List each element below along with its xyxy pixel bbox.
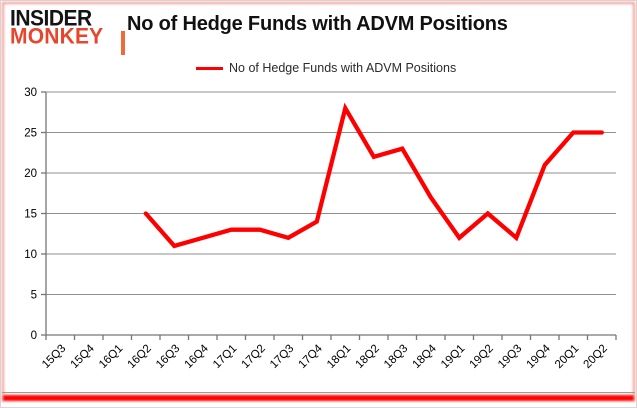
legend-line-swatch-icon: [196, 66, 223, 70]
logo-accent-bar: [121, 31, 125, 55]
page-title: No of Hedge Funds with ADVM Positions: [127, 13, 508, 35]
x-axis-tick-label: 18Q4: [410, 342, 439, 371]
y-axis-tick-label: 20: [24, 168, 37, 180]
x-axis-tick-label: 17Q1: [211, 343, 239, 371]
insider-monkey-logo: INSIDER MONKEY: [10, 6, 104, 50]
chart-legend: No of Hedge Funds with ADVM Positions: [196, 61, 456, 75]
x-axis-tick-label: 19Q1: [439, 343, 467, 371]
x-axis-tick-label: 18Q2: [353, 343, 381, 371]
x-axis-tick-label: 20Q1: [553, 343, 581, 371]
x-axis-tick-label: 16Q4: [182, 342, 211, 371]
x-axis-tick-label: 15Q3: [40, 343, 68, 371]
logo-insider-text: INSIDER: [10, 6, 92, 31]
bottom-red-accent-bar: [3, 395, 634, 401]
x-axis-tick-label: 19Q2: [467, 343, 495, 371]
x-axis-tick-label: 16Q3: [154, 343, 182, 371]
x-axis-tick-label: 17Q3: [268, 343, 296, 371]
y-axis-tick-label: 25: [24, 128, 37, 140]
y-axis-tick-label: 5: [31, 290, 37, 302]
x-axis-tick-label: 15Q4: [68, 342, 97, 371]
x-axis-tick-label: 16Q2: [125, 343, 153, 371]
x-axis-tick-label: 18Q3: [382, 343, 410, 371]
x-axis-tick-label: 19Q4: [524, 342, 553, 371]
y-axis-tick-label: 15: [24, 209, 37, 221]
legend-series-label: No of Hedge Funds with ADVM Positions: [229, 61, 457, 75]
series-line: [143, 102, 604, 249]
y-axis-tick-label: 30: [24, 87, 37, 99]
x-axis-tick-label: 17Q2: [239, 343, 267, 371]
x-axis-tick-label: 19Q3: [496, 343, 524, 371]
content-bottom-divider: [2, 392, 635, 393]
y-axis-tick-label: 10: [24, 249, 37, 261]
x-axis-tick-label: 16Q1: [97, 343, 125, 371]
x-axis-tick-label: 20Q2: [581, 343, 609, 371]
x-axis-tick-label: 18Q1: [325, 343, 353, 371]
logo-monkey-text: MONKEY: [10, 24, 104, 50]
y-axis-tick-label: 0: [31, 330, 37, 342]
x-axis-tick-label: 17Q4: [296, 342, 325, 371]
